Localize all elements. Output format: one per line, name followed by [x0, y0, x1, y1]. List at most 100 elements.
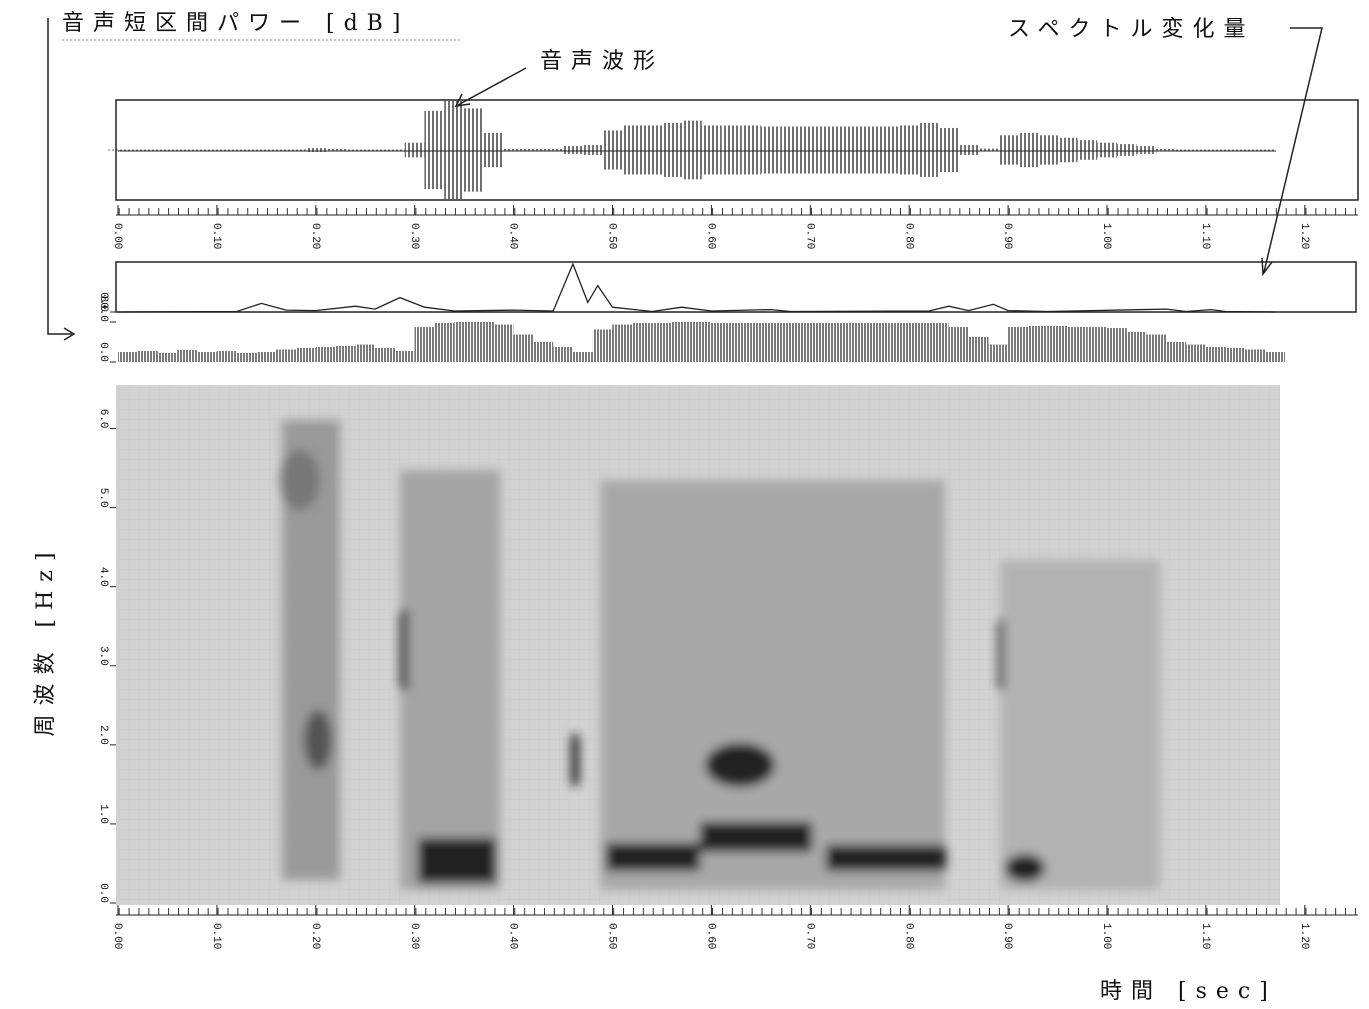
waveform-envelope — [978, 149, 998, 152]
power-bar — [573, 352, 593, 362]
waveform-envelope — [1236, 150, 1256, 151]
power-bar — [1107, 328, 1127, 362]
x-tick-label: 0.00 — [111, 223, 123, 249]
x-tick-label: 0.70 — [803, 923, 815, 949]
x-tick-label: 1.10 — [1199, 923, 1211, 949]
waveform-envelope — [1156, 149, 1176, 151]
x-tick-label: 0.20 — [309, 923, 321, 949]
y-tick-label: 5.0 — [97, 488, 109, 508]
waveform-envelope — [583, 145, 603, 155]
x-tick-label: 0.00 — [111, 923, 123, 949]
power-bar — [454, 322, 474, 362]
y-tick-label: 3.0 — [97, 646, 109, 666]
x-tick-label: 0.50 — [606, 923, 618, 949]
waveform-envelope — [345, 150, 365, 151]
x-tick-label: 0.80 — [902, 223, 914, 249]
power-bar — [296, 348, 316, 362]
waveform-envelope — [266, 150, 286, 151]
waveform-envelope — [1176, 150, 1196, 151]
x-tick-label: 0.30 — [408, 223, 420, 249]
x-tick-label: 0.40 — [507, 923, 519, 949]
y-tick-label: 6.0 — [97, 409, 109, 429]
power-bar — [1265, 352, 1285, 362]
power-bar — [751, 323, 771, 362]
waveform-envelope — [919, 123, 939, 177]
waveform-envelope — [662, 123, 682, 177]
spectrogram-image — [116, 385, 1280, 905]
waveform-envelope — [167, 150, 187, 151]
power-bar — [158, 353, 178, 362]
x-tick-label: 1.20 — [1298, 923, 1310, 949]
waveform-envelope — [1077, 140, 1097, 160]
power-bar — [217, 351, 237, 362]
spectral-label: スペクトル変化量 — [1008, 17, 1254, 42]
power-bar — [929, 323, 949, 362]
power-bar — [711, 323, 731, 362]
figure: 音声短区間パワー [dB] スペクトル変化量 音声波形 周波数 [Hz] 時間 … — [0, 0, 1369, 1005]
power-bar — [613, 325, 633, 363]
power-bar — [434, 323, 454, 362]
power-bar — [969, 337, 989, 362]
waveform-envelope — [128, 150, 148, 151]
y-axis-label: 周波数 [Hz] — [33, 544, 58, 737]
waveform-envelope — [385, 150, 405, 151]
power-bar — [1087, 327, 1107, 362]
x-tick-label: 0.90 — [1001, 223, 1013, 249]
power-bar — [276, 350, 296, 363]
power-bar — [336, 346, 356, 362]
waveform-envelope — [326, 149, 346, 151]
x-axis-label: 時間 [sec] — [1100, 979, 1277, 1004]
waveform-envelope — [622, 126, 642, 175]
power-bar — [375, 348, 395, 362]
waveform-envelope — [187, 150, 207, 151]
x-tick-label: 1.00 — [1100, 223, 1112, 249]
waveform-envelope — [899, 126, 919, 175]
power-bar — [870, 323, 890, 362]
x-tick-label: 0.10 — [210, 923, 222, 949]
power-bar — [415, 327, 435, 362]
x-tick-label: 0.30 — [408, 923, 420, 949]
power-bar — [395, 351, 415, 362]
waveform-envelope — [504, 149, 524, 151]
waveform-envelope — [840, 126, 860, 173]
power-bar — [731, 323, 751, 362]
power-bar — [1166, 342, 1186, 362]
power-bar — [1067, 327, 1087, 362]
x-tick-label: 0.60 — [704, 923, 716, 949]
power-bar — [138, 351, 158, 362]
waveform-envelope — [306, 148, 326, 152]
power-bar — [988, 345, 1008, 363]
y-tick-label: 4.0 — [97, 567, 109, 587]
power-bar — [553, 347, 573, 362]
waveform-envelope — [1255, 150, 1275, 151]
waveform-envelope — [405, 143, 425, 158]
waveform-envelope — [702, 126, 722, 175]
x-tick-label: 0.10 — [210, 223, 222, 249]
power-bar — [533, 342, 553, 362]
waveform-envelope — [1058, 138, 1078, 163]
waveform-envelope — [800, 126, 820, 173]
x-tick-label: 1.20 — [1298, 223, 1310, 249]
x-tick-label: 1.10 — [1199, 223, 1211, 249]
ruler — [116, 208, 1358, 215]
waveform-envelope — [108, 150, 128, 151]
y-tick-label: 80.0 — [97, 296, 109, 322]
power-bar — [494, 325, 514, 363]
waveform-envelope — [880, 126, 900, 173]
waveform-envelope — [781, 126, 801, 173]
power-bar — [1186, 345, 1206, 363]
waveform-envelope — [247, 150, 267, 151]
waveform-envelope — [642, 126, 662, 175]
waveform-envelope — [464, 108, 484, 191]
power-bar — [1245, 350, 1265, 363]
x-tick-label: 0.60 — [704, 223, 716, 249]
x-tick-label: 0.80 — [902, 923, 914, 949]
waveform-envelope — [1038, 135, 1058, 164]
power-bar — [632, 323, 652, 362]
waveform-envelope — [721, 126, 741, 175]
power-bar — [514, 335, 534, 363]
y-tick-label: 1.0 — [97, 804, 109, 824]
waveform-envelope — [741, 126, 761, 175]
waveform-envelope — [998, 135, 1018, 164]
spectral-change-line — [118, 264, 1275, 312]
